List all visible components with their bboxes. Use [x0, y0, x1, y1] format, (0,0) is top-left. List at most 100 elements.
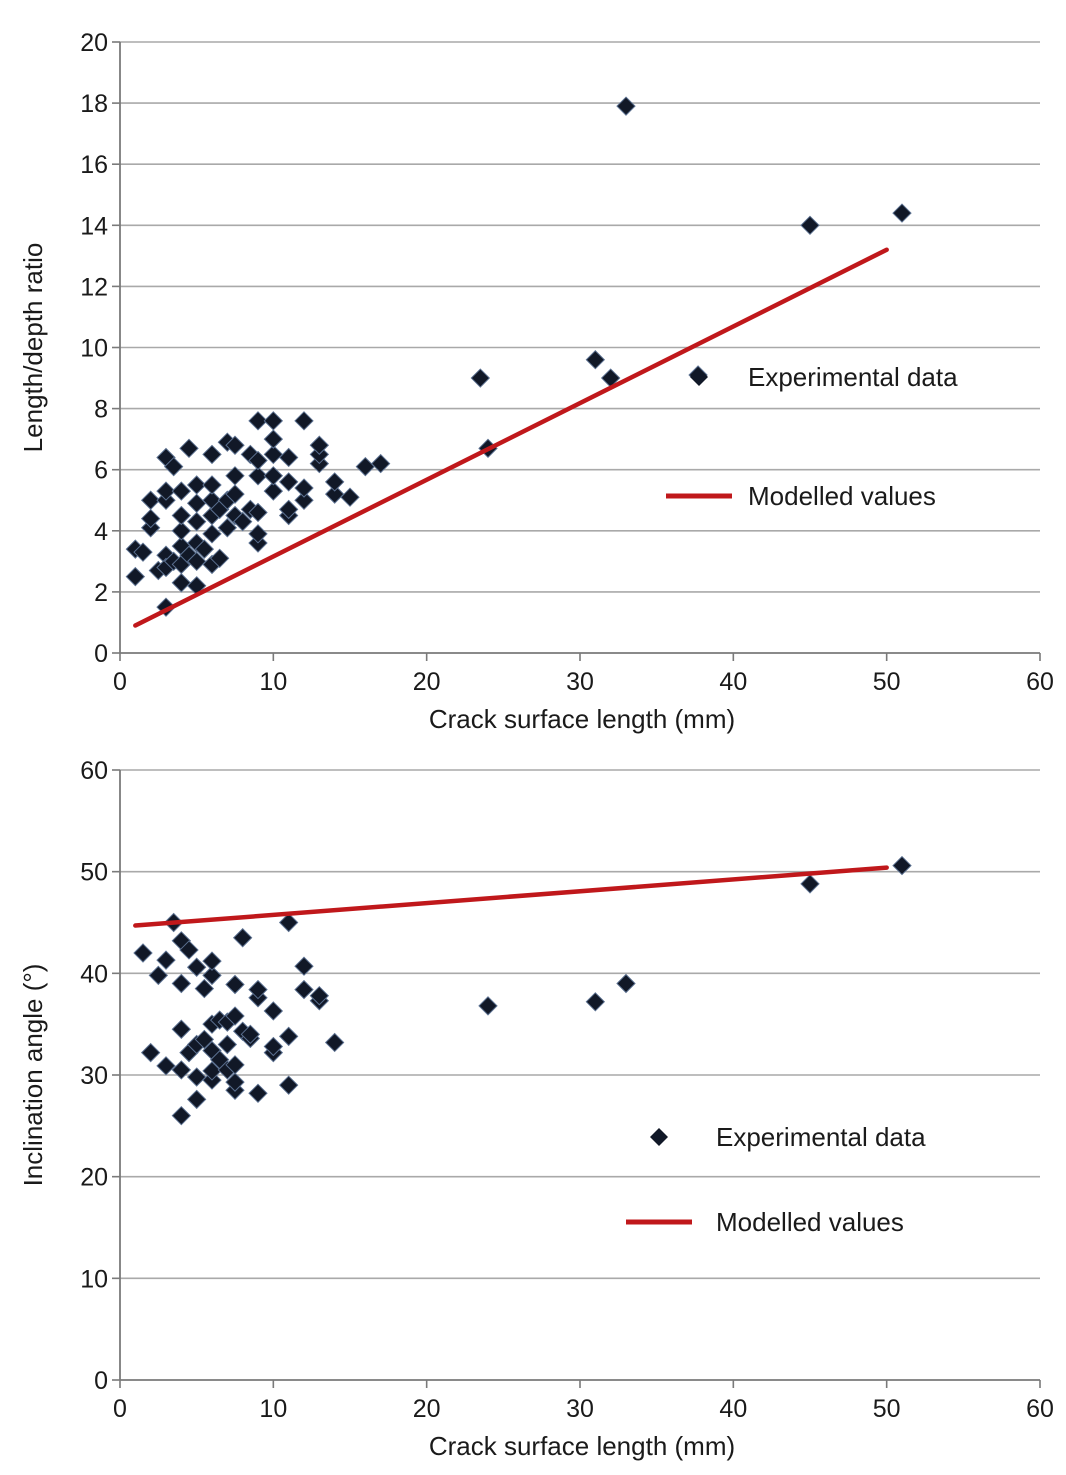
data-point — [179, 940, 199, 960]
data-point — [263, 411, 284, 431]
x-tick-label: 60 — [1026, 1395, 1054, 1423]
data-point — [616, 973, 636, 994]
data-point — [240, 1024, 261, 1045]
legend-label: Modelled values — [748, 481, 936, 511]
data-point — [225, 435, 245, 455]
y-tick-label: 8 — [94, 396, 108, 424]
data-point — [225, 466, 245, 486]
data-point — [202, 444, 222, 465]
x-tick-label: 30 — [566, 1395, 594, 1423]
x-tick-label: 10 — [259, 668, 287, 696]
data-point — [186, 1067, 207, 1087]
data-point — [892, 855, 912, 876]
x-tick-label: 20 — [413, 1395, 441, 1423]
legend-label: Experimental data — [716, 1122, 926, 1152]
data-point — [616, 96, 636, 116]
y-tick-label: 10 — [80, 335, 108, 363]
data-point — [140, 490, 161, 510]
data-point — [209, 548, 230, 569]
data-point — [225, 974, 245, 995]
data-point — [263, 444, 284, 465]
data-point — [294, 478, 314, 498]
data-point — [140, 1042, 161, 1063]
data-point — [156, 481, 176, 501]
legend-label: Modelled values — [716, 1207, 904, 1237]
x-tick-label: 50 — [873, 1395, 901, 1423]
y-tick-label: 18 — [80, 90, 108, 118]
data-point — [194, 1029, 215, 1050]
data-point — [370, 453, 391, 474]
data-point — [324, 472, 345, 492]
legend-marker-swatch — [650, 1128, 668, 1146]
data-point — [800, 874, 820, 894]
data-point — [263, 1001, 284, 1021]
data-point — [294, 979, 314, 1000]
data-point — [156, 950, 176, 970]
legend-label: Experimental data — [748, 362, 958, 392]
data-point — [217, 518, 238, 538]
y-tick-label: 60 — [80, 757, 108, 785]
data-point — [248, 1083, 268, 1104]
y-axis-label: Inclination angle (°) — [18, 964, 48, 1187]
y-tick-label: 4 — [94, 518, 108, 546]
y-tick-label: 50 — [80, 859, 108, 887]
data-point — [248, 466, 268, 486]
x-tick-label: 10 — [259, 1395, 287, 1423]
data-point — [133, 943, 153, 963]
data-point — [171, 521, 192, 541]
data-point — [171, 1105, 192, 1126]
y-tick-label: 10 — [80, 1265, 108, 1293]
legend-marker-swatch — [690, 368, 708, 386]
y-tick-label: 14 — [80, 212, 108, 240]
data-point — [125, 566, 146, 587]
data-point — [186, 511, 207, 532]
data-point — [248, 524, 268, 544]
data-point — [478, 996, 498, 1016]
data-point — [225, 1006, 245, 1026]
y-tick-label: 6 — [94, 457, 108, 485]
data-point — [202, 524, 222, 544]
data-point — [309, 985, 330, 1006]
chart-2: 0 10 20 30 40 50 60 0 10 20 30 40 50 60 Crack surface … — [18, 757, 1054, 1461]
x-axis-label: Crack surface length (mm) — [429, 1431, 735, 1461]
data-point — [202, 965, 222, 986]
data-point — [278, 447, 299, 468]
data-point — [186, 957, 207, 977]
data-point — [278, 472, 299, 492]
y-axis-label: Length/depth ratio — [18, 243, 48, 453]
data-point — [355, 456, 376, 477]
data-point — [225, 1072, 245, 1092]
data-point — [263, 481, 284, 501]
data-point — [294, 956, 314, 976]
data-point — [202, 1061, 222, 1081]
data-point — [278, 912, 299, 933]
data-point — [179, 438, 199, 459]
data-point — [294, 411, 314, 431]
data-point — [171, 973, 192, 994]
data-point — [171, 573, 192, 593]
y-tick-label: 20 — [80, 29, 108, 57]
modelled-line — [133, 865, 889, 928]
y-tick-label: 30 — [80, 1062, 108, 1090]
data-point — [248, 502, 268, 523]
data-point — [225, 1055, 245, 1075]
y-tick-label: 0 — [94, 1367, 108, 1395]
data-point — [263, 466, 284, 486]
data-point — [202, 475, 222, 495]
data-point — [194, 978, 215, 999]
legend: Experimental data Modelled values — [626, 1122, 926, 1237]
x-tick-label: 0 — [113, 668, 127, 696]
data-point — [585, 992, 606, 1012]
data-point — [585, 350, 606, 370]
data-point — [225, 484, 245, 504]
data-point — [248, 411, 268, 431]
data-point — [470, 368, 491, 388]
x-tick-label: 40 — [719, 668, 747, 696]
data-point — [278, 1075, 299, 1095]
x-tick-label: 30 — [566, 668, 594, 696]
data-point — [892, 203, 912, 223]
data-point — [240, 444, 261, 465]
data-point — [232, 511, 253, 532]
